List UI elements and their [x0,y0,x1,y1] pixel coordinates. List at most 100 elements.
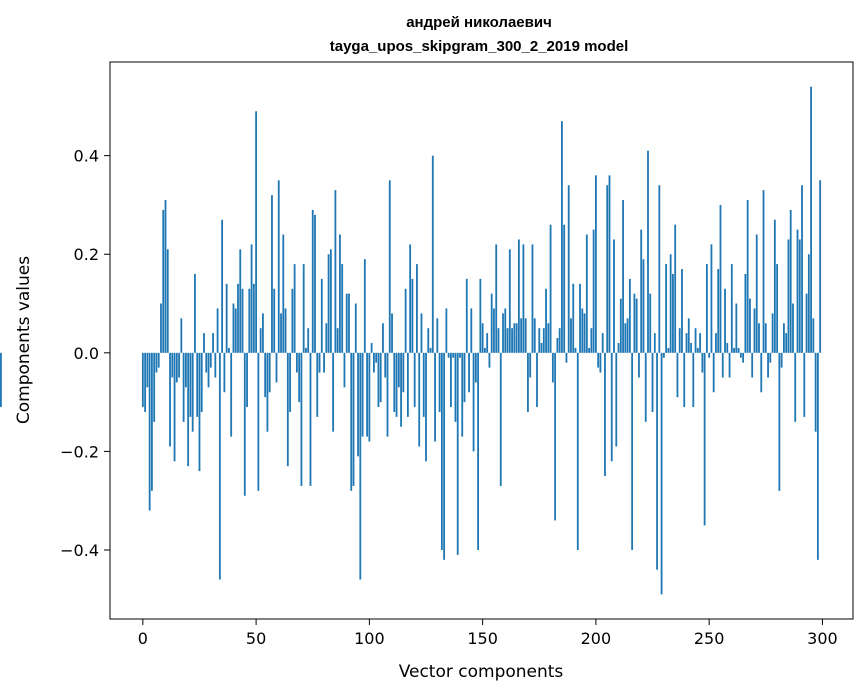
bar-29 [207,352,210,388]
bar-219 [638,352,640,378]
x-tick-label-0: 0 [138,629,148,648]
bar-84 [332,352,335,432]
bar-97 [361,352,364,437]
bar-6 [155,352,158,373]
bar-283 [783,323,785,353]
bar-85 [334,190,337,353]
bar-139 [456,352,459,555]
bar-191 [574,347,577,353]
bar-51 [257,352,260,491]
bar-95 [357,352,359,457]
bar-281 [778,352,781,491]
y-tick-label-4: 0.4 [74,147,99,166]
bar-225 [651,352,654,412]
bar-269 [751,352,754,378]
bar-119 [411,278,414,353]
bar-120 [413,352,416,408]
bar-207 [610,352,613,462]
bar-79 [320,278,323,353]
bar-2 [146,352,149,388]
bar-129 [434,352,436,442]
bar-190 [572,283,575,353]
bar-171 [529,352,532,378]
bar-284 [785,333,788,353]
bar-254 [717,269,720,353]
bar-248 [703,352,706,526]
bar-168 [522,244,525,353]
bar-279 [773,219,776,353]
bar-41 [234,308,237,353]
bar-107 [384,352,387,378]
bar-101 [370,342,373,353]
bar-253 [715,333,717,353]
bar-240 [685,333,688,353]
bar-172 [531,244,534,353]
bar-170 [527,352,529,412]
bar-177 [542,328,545,353]
bar-58 [273,288,276,353]
bar-199 [592,229,595,353]
bar-9 [162,209,165,353]
bar-275 [764,323,767,353]
plot-frame [109,61,854,620]
bar-249 [705,264,708,353]
bar-34 [218,352,221,580]
bar-179 [547,323,550,353]
bar-137 [452,352,455,358]
bar-39 [230,352,233,437]
bar-250 [708,352,711,358]
bar-12 [169,352,171,447]
bar-273 [760,352,763,393]
y-axis-ticks: −0.4 −0.2 0.0 0.2 0.4 [60,147,110,560]
bar-68 [295,352,298,373]
bar-290 [798,239,801,353]
bar-263 [737,347,740,353]
bar-28 [205,352,208,373]
bar-130 [436,318,439,353]
bar-167 [520,318,523,353]
bar-286 [789,209,792,353]
x-axis-ticks: 0 50 100 150 200 250 300 [138,619,838,648]
bar-3 [148,352,151,511]
bar-229 [660,352,663,595]
bar-146 [472,352,475,452]
bar-224 [649,293,652,353]
bar-234 [672,273,674,353]
bar-126 [427,328,430,353]
bar-60 [277,180,280,353]
bar-257 [724,288,726,353]
bar-295 [810,86,812,353]
bar-194 [581,308,584,353]
bar-32 [214,352,217,378]
bar-149 [479,278,482,353]
bar-144 [468,352,470,393]
bar-30 [209,352,212,368]
bar-89 [343,352,346,388]
bar-7 [157,352,160,368]
bar-138 [454,352,457,422]
bar-260 [730,264,733,353]
bar-169 [524,318,527,353]
bar-73 [307,328,310,353]
bar-285 [787,239,790,353]
bar-189 [570,318,572,353]
bar-262 [735,303,738,353]
bar-193 [579,283,581,353]
bar-255 [719,204,722,353]
bar-154 [490,293,493,353]
bar-186 [563,224,566,353]
bar-166 [517,239,520,353]
bar-147 [474,352,477,383]
bar-121 [416,264,418,353]
x-tick-label-250: 250 [694,629,725,648]
bar-90 [345,293,348,353]
bar-209 [615,352,618,447]
bar-211 [619,298,622,353]
bar-151 [483,347,486,353]
bar-91 [348,293,350,353]
bar-4 [151,352,153,491]
bar-64 [286,352,289,467]
bar-265 [742,352,745,363]
bar-105 [379,352,382,403]
bar-82 [327,254,330,353]
